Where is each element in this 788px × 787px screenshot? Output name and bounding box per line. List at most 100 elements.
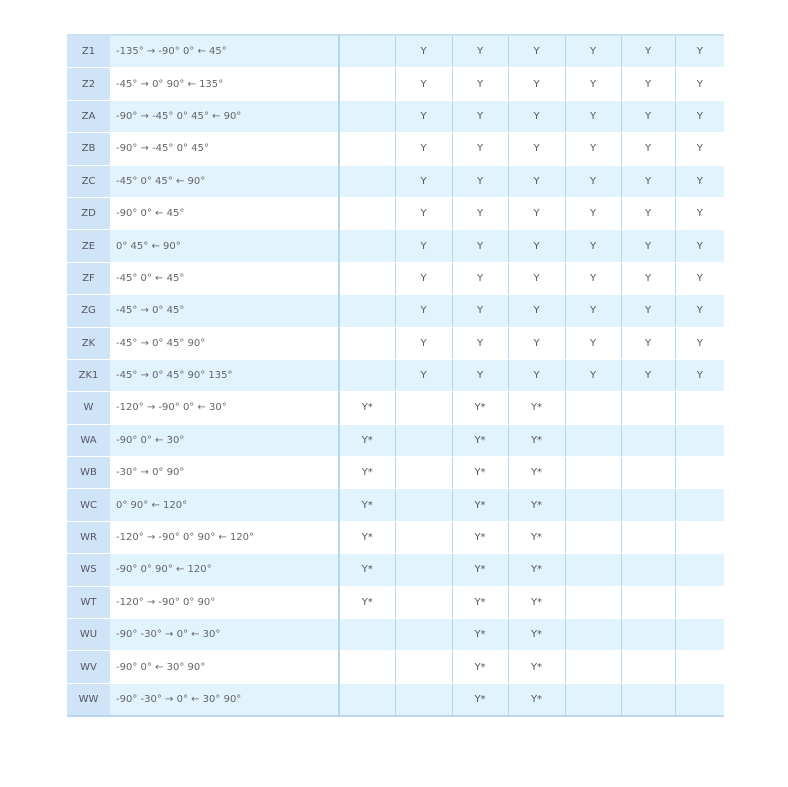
row-value-cell: Y: [394, 35, 452, 69]
row-value-cell: [338, 683, 395, 717]
row-value-cell: [338, 197, 395, 231]
row-code: WU: [67, 618, 110, 652]
row-value-cell: Y: [451, 197, 508, 231]
table-row: ZC -45° 0° 45° ← 90° Y Y Y Y Y Y: [67, 165, 724, 198]
row-code: ZG: [67, 294, 110, 328]
row-code: ZK: [67, 327, 110, 360]
row-angles: -135° → -90° 0° ← 45°: [110, 35, 339, 69]
row-value-cell: Y*: [338, 488, 395, 522]
row-value-cell: Y: [564, 327, 621, 360]
row-value-cell: Y: [564, 359, 621, 393]
row-value-cell: Y*: [507, 650, 565, 684]
row-value-cell: [674, 553, 724, 587]
row-angles: -45° → 0° 45°: [110, 294, 339, 328]
row-value-cell: Y: [507, 165, 565, 198]
row-value-cell: Y: [394, 294, 452, 328]
table-row: W -120° → -90° 0° ← 30° Y* Y* Y*: [67, 391, 724, 425]
row-value-cell: Y: [394, 262, 452, 296]
row-angles: -90° → -45° 0° 45°: [110, 132, 339, 166]
row-value-cell: Y: [394, 100, 452, 134]
row-value-cell: Y*: [451, 488, 508, 522]
row-code: ZK1: [67, 359, 110, 393]
row-value-cell: Y*: [507, 391, 565, 425]
row-value-cell: Y: [674, 262, 724, 296]
row-value-cell: Y: [451, 132, 508, 166]
row-value-cell: Y: [674, 100, 724, 134]
row-value-cell: Y: [564, 294, 621, 328]
row-value-cell: [338, 327, 395, 360]
row-value-cell: Y: [674, 294, 724, 328]
row-value-cell: [338, 359, 395, 393]
row-value-cell: Y: [394, 327, 452, 360]
row-code: Z2: [67, 67, 110, 101]
row-value-cell: Y*: [507, 683, 565, 717]
row-value-cell: [394, 553, 452, 587]
row-value-cell: [564, 553, 621, 587]
row-value-cell: Y: [507, 229, 565, 263]
table-row: WT -120° → -90° 0° 90° Y* Y* Y*: [67, 586, 724, 620]
row-value-cell: Y: [620, 294, 675, 328]
table-row: ZE 0° 45° ← 90° Y Y Y Y Y Y: [67, 229, 724, 263]
row-value-cell: Y*: [451, 683, 508, 717]
row-value-cell: [620, 424, 675, 458]
row-value-cell: Y*: [451, 650, 508, 684]
row-value-cell: Y*: [507, 456, 565, 490]
row-value-cell: Y: [620, 132, 675, 166]
row-value-cell: Y*: [451, 586, 508, 620]
row-value-cell: Y*: [338, 424, 395, 458]
row-value-cell: [620, 521, 675, 555]
row-value-cell: Y*: [451, 424, 508, 458]
row-angles: 0° 90° ← 120°: [110, 488, 339, 522]
row-code: WV: [67, 650, 110, 684]
row-code: Z1: [67, 35, 110, 69]
row-value-cell: [338, 67, 395, 101]
row-value-cell: [620, 391, 675, 425]
row-value-cell: [674, 650, 724, 684]
row-code: ZB: [67, 132, 110, 166]
row-value-cell: [564, 424, 621, 458]
row-value-cell: Y: [674, 229, 724, 263]
table-row: ZB -90° → -45° 0° 45° Y Y Y Y Y Y: [67, 132, 724, 166]
row-angles: -90° → -45° 0° 45° ← 90°: [110, 100, 339, 134]
row-value-cell: Y: [564, 132, 621, 166]
row-value-cell: [620, 553, 675, 587]
row-code: WB: [67, 456, 110, 490]
orientation-table: Z1 -135° → -90° 0° ← 45° Y Y Y Y Y Y Z2 -45° → 0°…: [67, 34, 724, 718]
row-value-cell: Y: [394, 359, 452, 393]
row-value-cell: [620, 618, 675, 652]
row-code: WR: [67, 521, 110, 555]
row-value-cell: Y: [451, 35, 508, 69]
row-value-cell: [394, 586, 452, 620]
row-angles: -120° → -90° 0° 90° ← 120°: [110, 521, 339, 555]
row-value-cell: Y: [674, 327, 724, 360]
row-value-cell: [394, 456, 452, 490]
table-row: ZD -90° 0° ← 45° Y Y Y Y Y Y: [67, 197, 724, 231]
row-value-cell: Y: [620, 229, 675, 263]
row-value-cell: Y: [394, 197, 452, 231]
row-value-cell: Y*: [451, 553, 508, 587]
row-value-cell: [674, 424, 724, 458]
row-value-cell: [394, 618, 452, 652]
row-value-cell: [394, 650, 452, 684]
row-value-cell: Y: [507, 327, 565, 360]
row-value-cell: Y: [620, 327, 675, 360]
row-value-cell: Y*: [507, 424, 565, 458]
row-value-cell: [564, 521, 621, 555]
row-value-cell: Y*: [338, 586, 395, 620]
row-code: ZA: [67, 100, 110, 134]
row-value-cell: Y: [394, 67, 452, 101]
row-value-cell: [338, 618, 395, 652]
row-value-cell: Y*: [507, 553, 565, 587]
row-value-cell: [394, 488, 452, 522]
row-value-cell: Y: [507, 262, 565, 296]
row-value-cell: Y*: [338, 456, 395, 490]
row-value-cell: Y: [564, 165, 621, 198]
row-value-cell: Y*: [507, 488, 565, 522]
row-value-cell: Y: [451, 327, 508, 360]
table-row: Z2 -45° → 0° 90° ← 135° Y Y Y Y Y Y: [67, 67, 724, 101]
row-value-cell: [394, 391, 452, 425]
table-row: WC 0° 90° ← 120° Y* Y* Y*: [67, 488, 724, 522]
row-value-cell: Y: [394, 165, 452, 198]
row-value-cell: Y: [507, 197, 565, 231]
row-value-cell: Y: [674, 165, 724, 198]
